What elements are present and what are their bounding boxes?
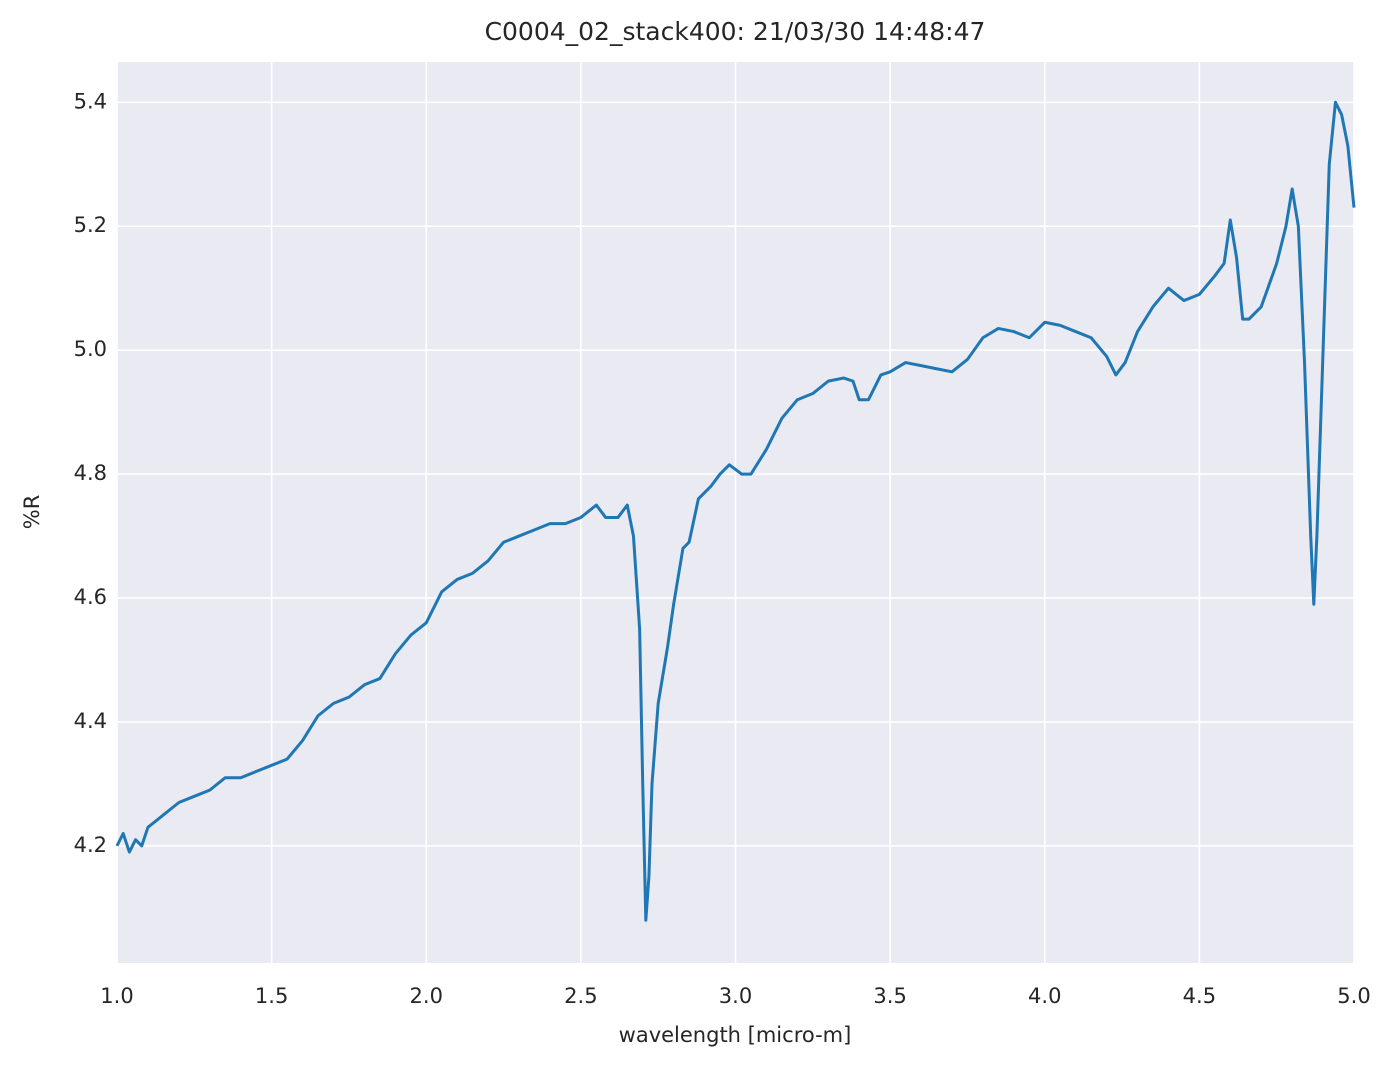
- x-tick-label: 4.0: [1028, 984, 1061, 1008]
- y-tick-label: 4.2: [74, 833, 107, 857]
- x-tick-label: 1.5: [255, 984, 288, 1008]
- data-line: [115, 100, 1356, 922]
- grid: [116, 62, 1355, 963]
- y-tick-label: 4.4: [74, 709, 107, 733]
- y-axis-label: %R: [20, 495, 44, 530]
- x-tick-label: 3.0: [719, 984, 752, 1008]
- x-tick-label: 3.5: [873, 984, 906, 1008]
- x-tick-label: 2.5: [564, 984, 597, 1008]
- chart-title: C0004_02_stack400: 21/03/30 14:48:47: [485, 17, 986, 46]
- x-tick-label: 1.0: [100, 984, 133, 1008]
- y-tick-label: 5.4: [74, 89, 107, 113]
- x-tick-label: 2.0: [410, 984, 443, 1008]
- y-tick-label: 4.6: [74, 585, 107, 609]
- y-tick-label: 4.8: [74, 461, 107, 485]
- y-tick-label: 5.0: [74, 337, 107, 361]
- y-tick-label: 5.2: [74, 213, 107, 237]
- x-tick-label: 5.0: [1337, 984, 1370, 1008]
- x-axis-label: wavelength [micro-m]: [619, 1023, 852, 1047]
- x-tick-label: 4.5: [1183, 984, 1216, 1008]
